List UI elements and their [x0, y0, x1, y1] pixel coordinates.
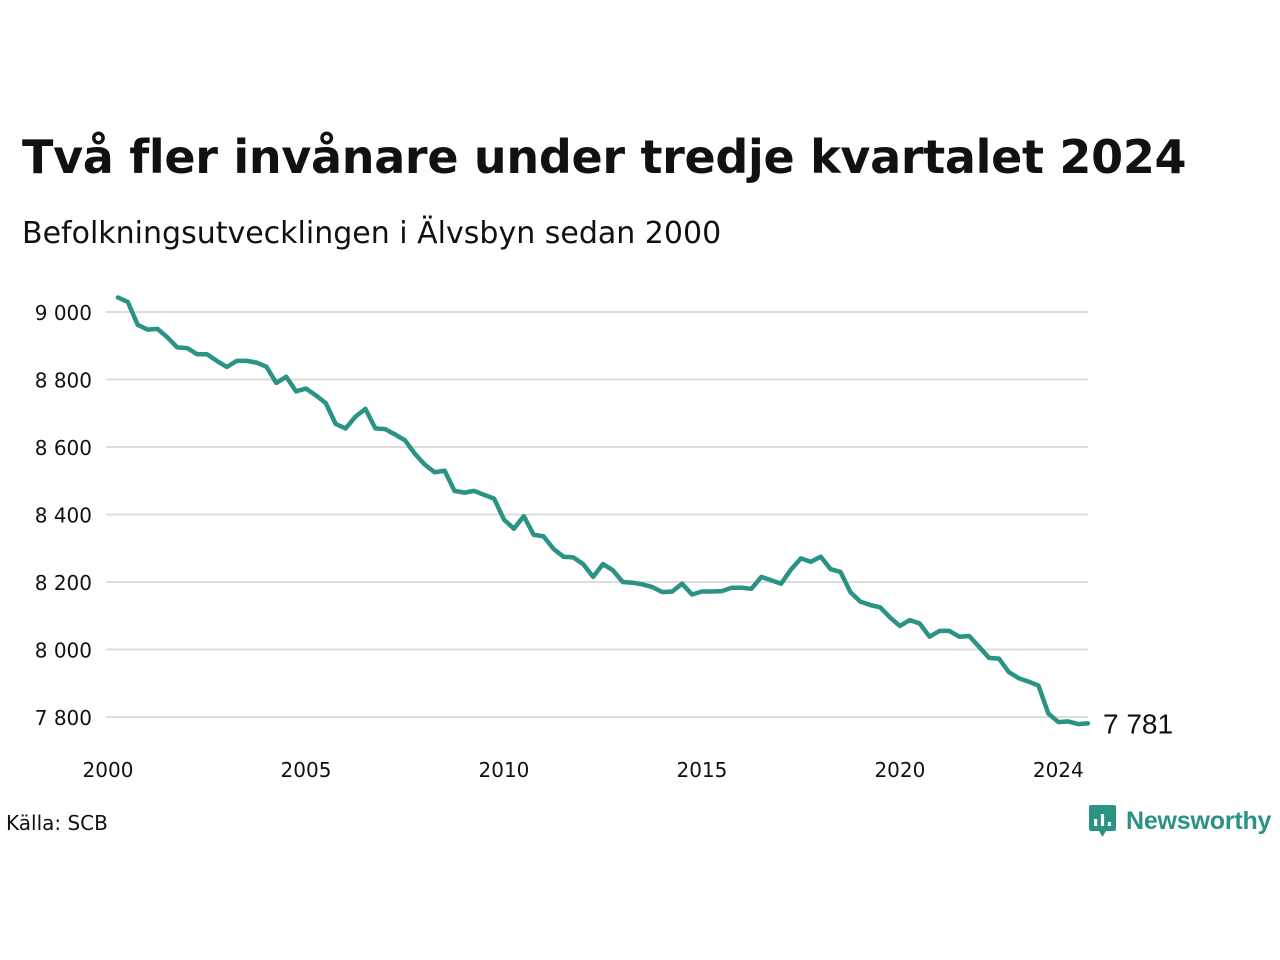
x-axis-ticks: 2000 2005 2010 2015 2020 2024 [83, 758, 1084, 782]
newsworthy-logo-icon [1089, 805, 1116, 837]
series [115, 295, 1091, 727]
x-tick-label: 2010 [479, 758, 530, 782]
x-tick-label: 2015 [676, 758, 727, 782]
x-tick-label: 2020 [874, 758, 925, 782]
y-tick-label: 8 200 [35, 571, 92, 595]
chart-subtitle: Befolkningsutvecklingen i Älvsbyn sedan … [22, 216, 722, 251]
brand-logo: Newsworthy [1088, 804, 1271, 838]
y-tick-label: 8 000 [35, 639, 92, 663]
x-tick-label: 2000 [83, 758, 134, 782]
x-tick-label: 2005 [281, 758, 332, 782]
source-note: Källa: SCB [6, 811, 108, 835]
series-line [115, 295, 1091, 727]
y-tick-label: 8 800 [35, 369, 92, 393]
y-tick-label: 7 800 [35, 706, 92, 730]
y-tick-label: 8 600 [35, 436, 92, 460]
brand-name: Newsworthy [1126, 806, 1272, 835]
x-tick-label: 2024 [1033, 758, 1084, 782]
y-tick-label: 9 000 [35, 301, 92, 325]
gridlines [106, 311, 1088, 718]
chart-title: Två fler invånare under tredje kvartalet… [22, 130, 1187, 184]
end-value-label: 7 781 [1103, 708, 1173, 739]
y-axis-ticks: 9 000 8 800 8 600 8 400 8 200 8 000 7 800 [35, 301, 92, 730]
y-tick-label: 8 400 [35, 504, 92, 528]
